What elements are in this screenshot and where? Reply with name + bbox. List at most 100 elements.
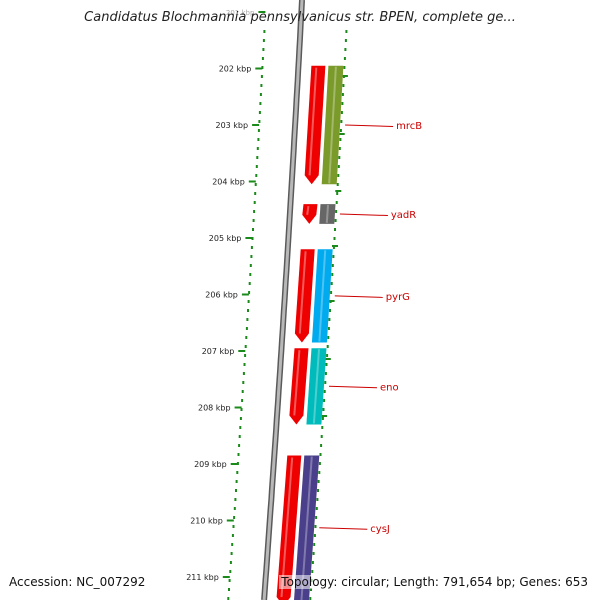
- gc-dot-left: [255, 174, 258, 177]
- gene-mrcB-cog[interactable]: [321, 65, 344, 185]
- gc-dot-left: [245, 336, 248, 339]
- gene-yadR-label[interactable]: yadR: [391, 210, 416, 221]
- gc-dot-left: [228, 588, 230, 591]
- gc-dot-left: [235, 489, 237, 492]
- gene-mrcB-leader: [345, 124, 394, 127]
- gc-dot-left: [239, 417, 242, 420]
- gc-dot-right: [341, 93, 344, 96]
- gene-yadR-cog-shine: [325, 205, 329, 223]
- gc-dot-left: [254, 192, 257, 195]
- gc-dot-right: [344, 39, 347, 42]
- gc-dot-right: [345, 30, 348, 33]
- gene-eno-strand[interactable]: [289, 348, 309, 425]
- gc-dot-right: [316, 498, 319, 501]
- gc-dot-left: [233, 507, 236, 510]
- tick-label: 202 kbp: [219, 65, 252, 74]
- gene-cysJ-strand[interactable]: [276, 455, 302, 600]
- gene-cysJ-label[interactable]: cysJ: [370, 524, 390, 535]
- gc-dot-right: [324, 381, 327, 384]
- gene-mrcB-strand[interactable]: [304, 65, 326, 185]
- gc-dot-right: [340, 111, 343, 114]
- gene-cysJ-cog[interactable]: [294, 455, 320, 600]
- gc-dot-right: [314, 525, 317, 528]
- gc-dot-left: [249, 264, 252, 267]
- gc-dot-right: [338, 147, 341, 150]
- gc-dash-right: [328, 300, 335, 302]
- gc-dot-right: [310, 588, 312, 591]
- tick-label: 204 kbp: [212, 178, 245, 187]
- gene-yadR-cog[interactable]: [319, 204, 336, 224]
- gc-dot-right: [313, 534, 316, 537]
- gc-dot-left: [263, 30, 266, 33]
- gc-dot-left: [253, 210, 256, 213]
- gc-dot-left: [240, 408, 243, 411]
- gc-dot-right: [336, 183, 339, 186]
- gc-dot-right: [311, 570, 314, 573]
- tick-mark: [226, 519, 234, 522]
- gc-dot-right: [318, 471, 321, 474]
- gene-eno-label[interactable]: eno: [380, 382, 399, 393]
- gc-dot-right: [331, 264, 334, 267]
- tick-mark: [230, 463, 238, 465]
- gc-dot-right: [326, 354, 329, 357]
- gene-eno-strand-shine: [293, 350, 301, 416]
- gc-dot-right: [323, 390, 326, 393]
- gene-eno-cog[interactable]: [306, 348, 327, 425]
- gc-dot-left: [245, 327, 248, 330]
- gc-dot-left: [249, 273, 252, 276]
- gene-pyrG-label[interactable]: pyrG: [386, 292, 410, 303]
- tick-label: 211 kbp: [186, 573, 219, 582]
- tick-label: 208 kbp: [198, 404, 231, 413]
- gc-dot-tracks: [227, 30, 348, 600]
- gc-dot-right: [336, 192, 339, 195]
- gc-dot-left: [247, 309, 249, 312]
- gc-dot-right: [335, 210, 338, 213]
- gc-dash-right: [332, 245, 338, 247]
- genome-backbone: [261, 0, 305, 600]
- gc-dot-right: [309, 597, 312, 600]
- gc-dot-left: [256, 147, 259, 150]
- gc-dot-right: [323, 399, 326, 402]
- gene-yadR-strand[interactable]: [302, 204, 318, 224]
- gc-dot-right: [322, 408, 325, 411]
- gc-dot-right: [330, 291, 333, 294]
- gc-dot-left: [260, 75, 263, 78]
- gc-dot-left: [253, 201, 256, 204]
- gc-dot-right: [321, 417, 324, 420]
- gene-pyrG-cog[interactable]: [311, 249, 333, 343]
- gc-dot-right: [321, 426, 324, 429]
- gc-dot-left: [242, 381, 245, 384]
- gc-dot-right: [317, 480, 320, 483]
- gc-dot-right: [337, 165, 340, 168]
- gene-cysJ-leader: [319, 527, 368, 530]
- gc-dot-right: [311, 561, 314, 564]
- gc-dot-left: [231, 543, 234, 546]
- gc-dot-left: [244, 354, 247, 357]
- gc-dot-right: [344, 48, 347, 51]
- gc-dot-right: [330, 282, 333, 285]
- gene-pyrG-strand[interactable]: [294, 249, 315, 343]
- gc-dot-left: [236, 462, 239, 465]
- gc-dot-left: [259, 93, 262, 96]
- tick-label: 206 kbp: [205, 291, 238, 300]
- tick-mark: [258, 11, 266, 13]
- backbone-line: [262, 0, 304, 600]
- gc-dash-right: [335, 190, 342, 192]
- gc-dot-right: [340, 120, 343, 123]
- gc-dot-right: [324, 372, 327, 375]
- gc-dot-right: [329, 309, 331, 312]
- gc-dot-right: [337, 174, 340, 177]
- gc-dot-right: [320, 435, 323, 438]
- accession-label: Accession: NC_007292: [9, 575, 146, 589]
- gene-pyrG-strand-shine: [298, 251, 307, 334]
- gene-mrcB-label[interactable]: mrcB: [396, 121, 422, 132]
- gc-dot-right: [327, 327, 330, 330]
- tick-mark: [252, 124, 260, 126]
- gc-dot-right: [339, 138, 342, 141]
- gc-dot-left: [256, 156, 259, 159]
- gc-dot-right: [338, 156, 341, 159]
- gc-dot-left: [254, 183, 257, 186]
- gc-dot-right: [339, 129, 342, 132]
